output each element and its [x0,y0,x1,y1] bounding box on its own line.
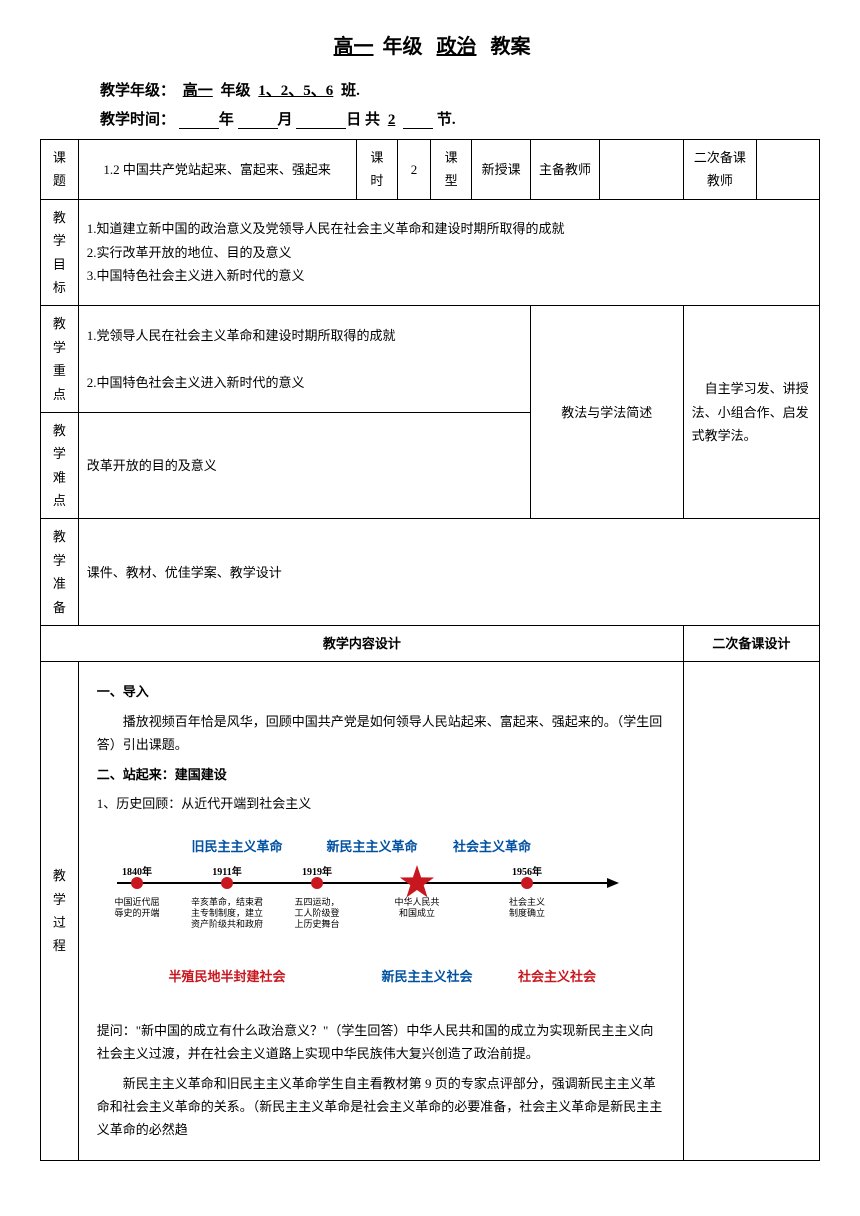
lesson-plan-table: 课题 1.2 中国共产党站起来、富起来、强起来 课时 2 课型 新授课 主备教师… [40,139,820,1161]
value-goals: 1.知道建立新中国的政治意义及党领导人民在社会主义革命和建设时期所取得的成就 2… [78,199,819,306]
title-grade: 高一 [330,36,378,58]
label-keti: 课题 [41,140,79,200]
svg-text:新民主主义社会: 新民主主义社会 [381,969,473,984]
svg-text:和国成立: 和国成立 [399,907,435,918]
meta-time-line: 教学时间： 年 月 日 共 2 节. [100,108,820,129]
blank-year [179,111,219,129]
svg-text:中华人民共: 中华人民共 [394,896,439,907]
svg-text:旧民主主义革命: 旧民主主义革命 [191,839,283,854]
svg-text:中国近代屈: 中国近代屈 [114,896,159,907]
svg-text:工人阶级登: 工人阶级登 [294,907,339,918]
value-nandian: 改革开放的目的及意义 [78,412,530,519]
value-jiaofa: 自主学习发、讲授法、小组合作、启发式教学法。 [683,306,819,519]
value-zhubei [600,140,683,200]
value-zhongdian: 1.党领导人民在社会主义革命和建设时期所取得的成就 2.中国特色社会主义进入新时… [78,306,530,413]
page-title: 高一 年级 政治 教案 [40,30,820,59]
head-design-right: 二次备课设计 [683,626,819,662]
label-process: 教学过程 [41,662,79,1160]
blank-month [238,111,278,129]
label-keshi: 课时 [356,140,398,200]
title-subject: 政治 [433,36,481,58]
label-jiaofa: 教法与学法简述 [530,306,683,519]
content-body: 一、导入 播放视频百年恰是风华，回顾中国共产党是如何领导人民站起来、富起来、强起… [78,662,683,1160]
head-design-left: 教学内容设计 [41,626,684,662]
value-keti: 1.2 中国共产党站起来、富起来、强起来 [78,140,356,200]
svg-text:社会主义革命: 社会主义革命 [452,839,532,854]
value-kexing: 新授课 [472,140,530,200]
label-zhongdian: 教学重点 [41,306,79,413]
label-erci: 二次备课教师 [683,140,756,200]
svg-text:社会主义社会: 社会主义社会 [517,969,597,984]
svg-text:主专制制度，建立: 主专制制度，建立 [191,907,263,918]
timeline-diagram: 旧民主主义革命 新民主主义革命 社会主义革命 1840年 1911年 1919年 1956年… [97,833,665,1000]
label-zhubei: 主备教师 [530,140,599,200]
svg-text:辱史的开端: 辱史的开端 [114,907,159,918]
svg-text:新民主主义革命: 新民主主义革命 [326,839,418,854]
value-zhunbei: 课件、教材、优佳学案、教学设计 [78,519,819,626]
svg-text:辛亥革命，结束君: 辛亥革命，结束君 [191,896,263,907]
svg-text:资产阶级共和政府: 资产阶级共和政府 [191,918,263,929]
svg-text:1911年: 1911年 [212,865,241,878]
blank-day [296,111,346,129]
svg-text:五四运动，: 五四运动， [294,897,339,907]
svg-text:1956年: 1956年 [512,865,542,878]
label-zhunbei: 教学准备 [41,519,79,626]
value-erci [757,140,820,200]
label-nandian: 教学难点 [41,412,79,519]
label-kexing: 课型 [430,140,472,200]
svg-text:1840年: 1840年 [122,865,152,878]
content-right-blank [683,662,819,1160]
svg-text:上历史舞台: 上历史舞台 [294,918,339,929]
svg-text:半殖民地半封建社会: 半殖民地半封建社会 [168,969,286,984]
meta-grade-line: 教学年级： 高一 年级 1、2、5、6 班. [100,79,820,100]
svg-text:制度确立: 制度确立 [509,907,545,918]
value-keshi: 2 [398,140,431,200]
label-goals: 教学目标 [41,199,79,306]
svg-text:社会主义: 社会主义 [509,896,545,907]
svg-text:1919年: 1919年 [302,865,332,878]
